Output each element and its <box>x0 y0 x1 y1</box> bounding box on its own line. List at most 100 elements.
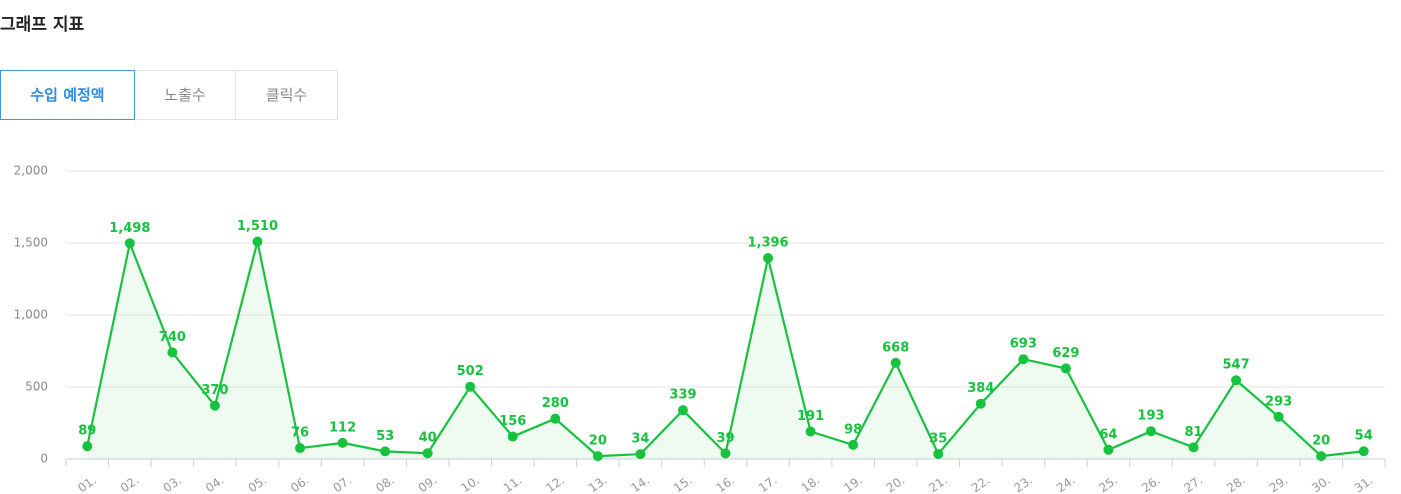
point <box>337 437 348 448</box>
point <box>124 238 135 249</box>
tab[interactable]: 수입 예정액 <box>0 70 135 120</box>
data-label: 293 <box>1265 394 1292 409</box>
data-label: 384 <box>967 381 994 396</box>
point <box>720 448 731 459</box>
area <box>87 241 1364 459</box>
point <box>252 236 263 247</box>
x-tick-label: 26. <box>1139 473 1163 494</box>
x-tick-label: 15. <box>671 473 695 494</box>
data-label: 156 <box>499 414 526 429</box>
x-tick-label: 10. <box>458 473 482 494</box>
data-label: 34 <box>631 432 649 447</box>
x-tick-label: 07. <box>331 473 355 494</box>
x-tick-label: 20. <box>884 473 908 494</box>
section-title: 그래프 지표 <box>0 15 85 35</box>
x-tick-label: 27. <box>1182 473 1206 494</box>
x-tick-label: 25. <box>1096 473 1120 494</box>
x-tick-label: 17. <box>756 473 780 494</box>
point <box>465 381 476 392</box>
point <box>592 451 603 462</box>
point <box>933 448 944 459</box>
x-tick-label: 01. <box>75 473 99 494</box>
x-tick-label: 23. <box>1011 473 1035 494</box>
point <box>507 431 518 442</box>
point <box>167 347 178 358</box>
x-tick-label: 30. <box>1309 473 1333 494</box>
x-tick-label: 08. <box>373 473 397 494</box>
point <box>82 441 93 452</box>
point <box>295 443 306 454</box>
data-label: 89 <box>78 424 96 439</box>
point <box>422 448 433 459</box>
data-label: 280 <box>542 396 569 411</box>
x-tick-label: 06. <box>288 473 312 494</box>
data-label: 112 <box>329 420 356 435</box>
point <box>677 405 688 416</box>
x-tick-label: 13. <box>586 473 610 494</box>
point <box>209 400 220 411</box>
point <box>1103 444 1114 455</box>
data-label: 76 <box>291 426 309 441</box>
tab[interactable]: 클릭수 <box>235 70 338 120</box>
data-label: 502 <box>457 364 484 379</box>
data-label: 1,396 <box>747 235 788 250</box>
data-label: 629 <box>1052 346 1079 361</box>
data-label: 20 <box>589 434 607 449</box>
data-label: 370 <box>201 383 228 398</box>
x-tick-label: 16. <box>714 473 738 494</box>
y-tick-label: 2,000 <box>14 164 48 178</box>
point <box>975 398 986 409</box>
data-label: 53 <box>376 429 394 444</box>
y-tick-label: 500 <box>25 380 48 394</box>
point <box>1231 375 1242 386</box>
point <box>890 357 901 368</box>
x-tick-label: 19. <box>841 473 865 494</box>
x-tick-label: 02. <box>118 473 142 494</box>
data-label: 1,510 <box>237 219 278 234</box>
point <box>1018 354 1029 365</box>
point <box>380 446 391 457</box>
point <box>1145 426 1156 437</box>
data-label: 693 <box>1010 337 1037 352</box>
y-tick-label: 1,000 <box>14 308 48 322</box>
x-tick-label: 12. <box>543 473 567 494</box>
y-tick-label: 1,500 <box>14 236 48 250</box>
data-label: 54 <box>1355 429 1373 444</box>
x-tick-label: 24. <box>1054 473 1078 494</box>
x-tick-label: 05. <box>246 473 270 494</box>
point <box>635 449 646 460</box>
point <box>763 252 774 263</box>
data-label: 81 <box>1184 425 1202 440</box>
point <box>1358 446 1369 457</box>
x-tick-label: 18. <box>799 473 823 494</box>
point <box>1188 442 1199 453</box>
data-label: 35 <box>929 431 947 446</box>
x-tick-label: 28. <box>1224 473 1248 494</box>
x-tick-label: 11. <box>501 473 525 494</box>
x-tick-label: 22. <box>969 473 993 494</box>
data-label: 339 <box>669 388 696 403</box>
point <box>550 413 561 424</box>
point <box>848 439 859 450</box>
data-label: 547 <box>1223 358 1250 373</box>
x-tick-label: 29. <box>1267 473 1291 494</box>
y-tick-label: 0 <box>40 452 48 466</box>
x-tick-label: 31. <box>1352 473 1376 494</box>
x-tick-label: 03. <box>160 473 184 494</box>
data-label: 740 <box>159 330 186 345</box>
data-label: 40 <box>419 431 437 446</box>
data-label: 191 <box>797 409 824 424</box>
data-label: 98 <box>844 422 862 437</box>
x-tick-label: 14. <box>628 473 652 494</box>
data-label: 20 <box>1312 434 1330 449</box>
x-tick-label: 09. <box>416 473 440 494</box>
point <box>1273 411 1284 422</box>
point <box>1060 363 1071 374</box>
data-label: 1,498 <box>109 221 150 236</box>
x-tick-label: 04. <box>203 473 227 494</box>
x-tick-label: 21. <box>926 473 950 494</box>
tab-bar: 수입 예정액 노출수 클릭수 <box>0 70 338 120</box>
data-label: 193 <box>1137 409 1164 424</box>
